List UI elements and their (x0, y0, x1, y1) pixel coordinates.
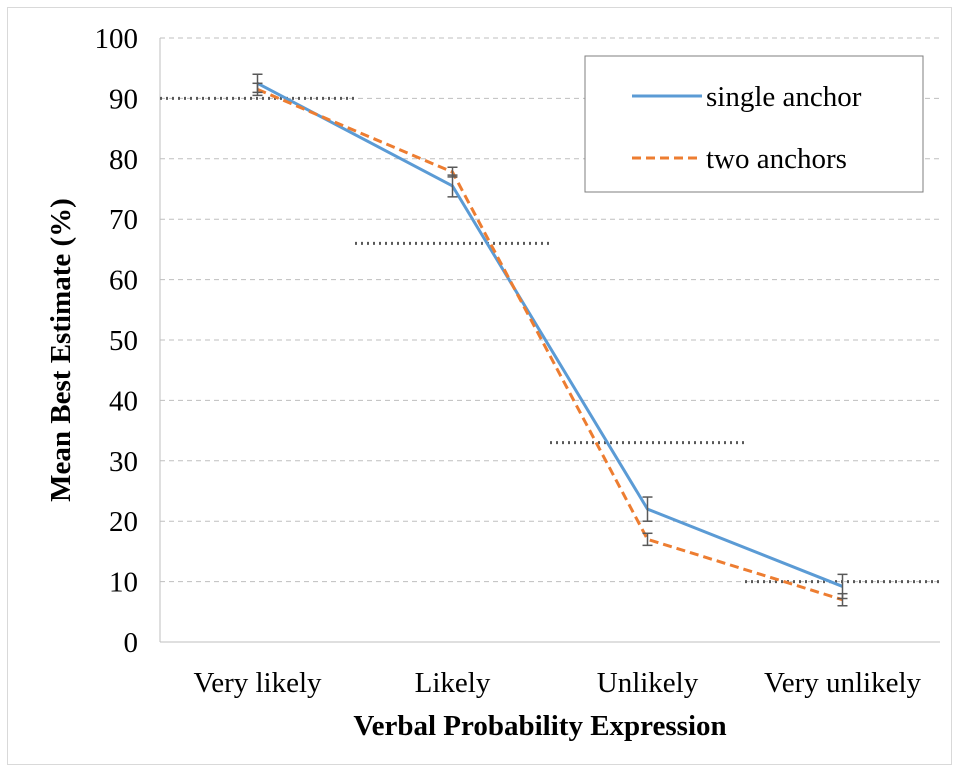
y-tick-label: 100 (95, 23, 139, 55)
series-line-2 (256, 87, 843, 602)
x-tick-label: Unlikely (597, 667, 699, 699)
y-tick-label: 20 (109, 506, 138, 538)
error-bar (837, 592, 848, 607)
y-tick-label: 80 (109, 144, 138, 176)
x-axis-title: Verbal Probability Expression (353, 710, 726, 742)
error-bar (447, 166, 458, 178)
y-tick-label: 90 (109, 83, 138, 115)
error-bar (642, 532, 653, 547)
x-tick-label: Likely (415, 667, 491, 699)
error-bars-series-2 (252, 82, 848, 607)
chart-frame (7, 7, 952, 765)
x-tick-label: Very likely (193, 667, 322, 699)
y-tick-label: 70 (109, 204, 138, 236)
y-tick-label: 40 (109, 385, 138, 417)
legend-label: single anchor (706, 81, 862, 113)
x-tick-label: Very unlikely (764, 667, 922, 699)
legend: single anchor two anchors (584, 55, 924, 193)
y-tick-label: 0 (124, 627, 139, 659)
error-bar (252, 82, 263, 97)
series-line-1 (256, 81, 844, 588)
x-tick-labels: Very likely Likely Unlikely Very unlikely (193, 667, 921, 699)
legend-box (584, 55, 924, 193)
y-tick-label: 30 (109, 446, 138, 478)
y-tick-label: 10 (109, 567, 138, 599)
y-tick-labels: 0 10 20 30 40 50 60 70 80 90 100 (95, 23, 139, 659)
y-axis-title: Mean Best Estimate (%) (45, 198, 77, 502)
legend-label: two anchors (706, 143, 847, 175)
error-bar (642, 496, 653, 522)
y-tick-label: 60 (109, 265, 138, 297)
y-tick-label: 50 (109, 325, 138, 357)
